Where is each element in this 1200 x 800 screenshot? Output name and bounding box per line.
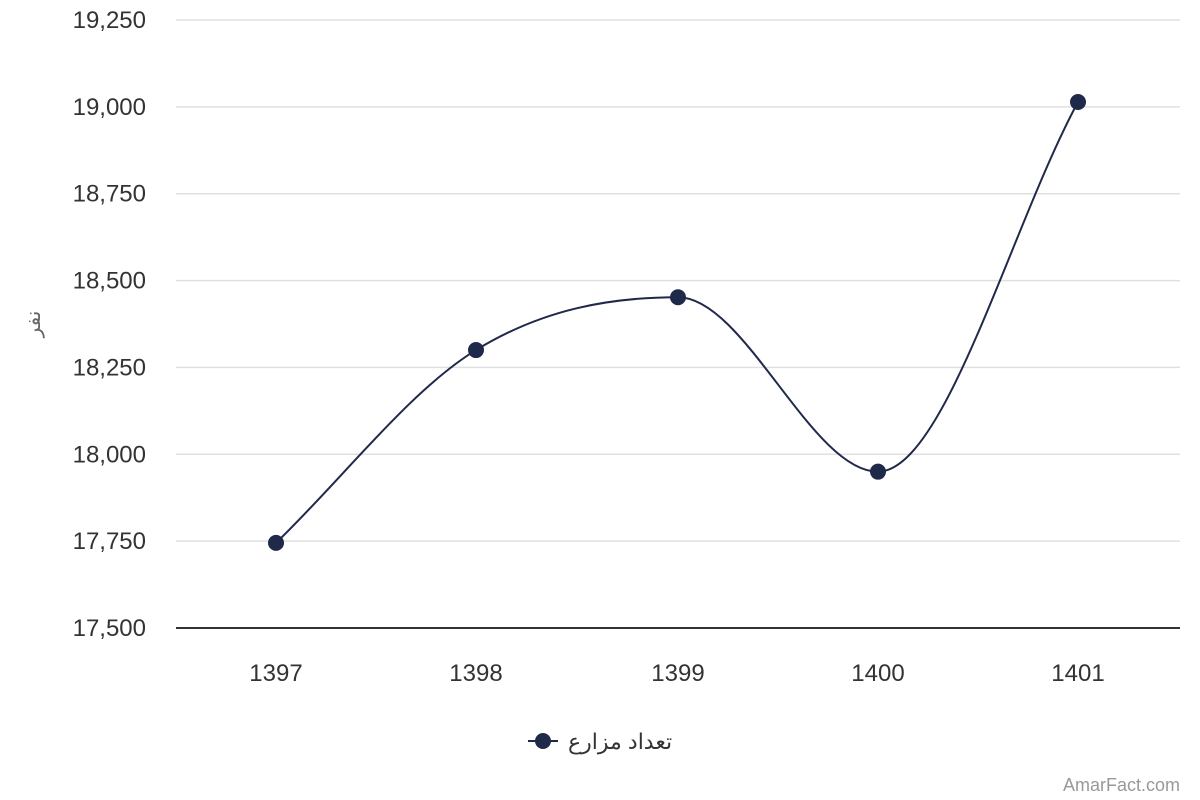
- x-tick-label: 1401: [1051, 660, 1104, 687]
- y-axis-label: نفر: [23, 311, 45, 339]
- y-tick-label: 19,250: [73, 7, 146, 34]
- series-line: [275, 101, 1079, 544]
- y-tick-label: 18,500: [73, 268, 146, 295]
- x-tick-label: 1397: [249, 660, 302, 687]
- y-tick-label: 18,000: [73, 441, 146, 468]
- data-point[interactable]: [870, 463, 886, 480]
- y-tick-label: 18,750: [73, 181, 146, 208]
- y-tick-label: 18,250: [73, 354, 146, 381]
- gridlines: [176, 19, 1180, 629]
- x-tick-label: 1399: [651, 660, 704, 687]
- x-tick-label: 1400: [851, 660, 904, 687]
- x-axis-ticks: 1397 1398 1399 1400 1401: [249, 660, 1104, 687]
- data-points: [268, 93, 1086, 551]
- y-axis-ticks: 17,500 17,750 18,000 18,250 18,500 18,750 19,0…: [73, 7, 146, 642]
- y-tick-label: 17,750: [73, 528, 146, 555]
- legend[interactable]: تعداد مزارع: [528, 729, 672, 754]
- data-point[interactable]: [468, 342, 484, 359]
- y-tick-label: 17,500: [73, 615, 146, 642]
- legend-marker-swatch: [535, 733, 551, 749]
- data-point[interactable]: [1070, 93, 1086, 110]
- legend-entry-label: تعداد مزارع: [568, 729, 672, 754]
- y-tick-label: 19,000: [73, 94, 146, 121]
- credit-text[interactable]: AmarFact.com: [1063, 775, 1180, 795]
- x-tick-label: 1398: [449, 660, 502, 687]
- data-point[interactable]: [670, 289, 686, 306]
- data-point[interactable]: [268, 534, 284, 551]
